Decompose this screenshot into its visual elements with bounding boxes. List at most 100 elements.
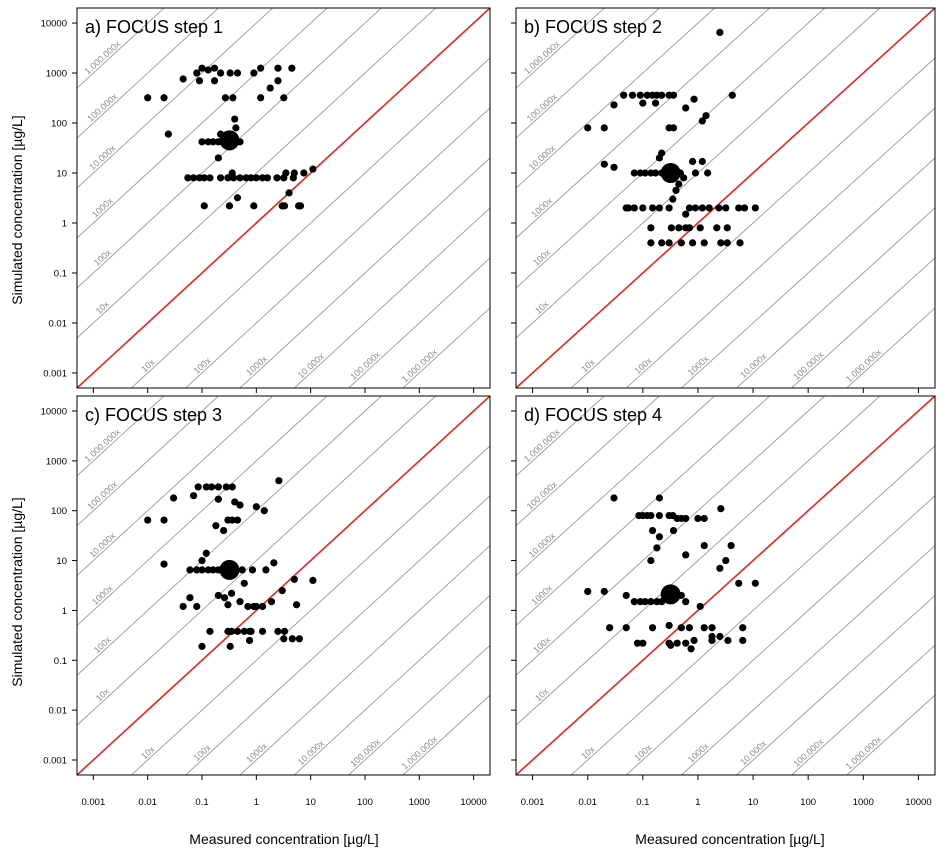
data-point <box>248 566 257 574</box>
one-to-one-line <box>77 8 490 388</box>
data-point <box>696 602 704 611</box>
panel-title: a) FOCUS step 1 <box>85 17 223 37</box>
data-point <box>309 576 317 585</box>
data-point <box>266 84 274 92</box>
reference-line-under-1000x <box>681 545 935 775</box>
data-point <box>667 641 675 649</box>
y-axis-label-bottom: Simulated concentration [µg/L] <box>9 497 25 686</box>
reference-line-under-10.000x <box>736 595 935 775</box>
data-point <box>620 91 628 99</box>
data-point <box>689 239 697 247</box>
reference-label-under-1.000.000x: 1.000.000x <box>400 734 440 772</box>
reference-label-under-10.000x: 10.000x <box>738 738 769 767</box>
reference-line-under-1000x <box>239 157 490 388</box>
data-point <box>658 239 666 247</box>
data-point <box>751 204 759 212</box>
reference-label-over-10.000x: 10.000x <box>527 530 558 559</box>
reference-line-over-100.000x <box>77 396 219 527</box>
data-point <box>708 624 716 632</box>
data-point <box>252 174 260 182</box>
panel-plot-area: 10x100x1000x10.000x100.000x1.000.000x10x… <box>77 396 490 775</box>
x-tick-label: 1 <box>695 797 700 808</box>
data-point <box>682 514 690 523</box>
data-point <box>270 559 278 567</box>
x-tick-label: 10 <box>305 797 316 808</box>
data-point <box>160 516 168 524</box>
data-point <box>698 204 706 212</box>
data-point <box>202 549 210 557</box>
data-point <box>144 516 152 524</box>
reference-label-under-100.000x: 100.000x <box>791 736 826 769</box>
data-point <box>233 627 242 635</box>
reference-label-under-1.000.000x: 1.000.000x <box>844 734 884 772</box>
data-point <box>170 494 178 502</box>
data-point <box>260 507 268 515</box>
data-point <box>288 64 296 72</box>
data-point <box>209 566 217 574</box>
data-point <box>200 202 208 210</box>
data-point <box>655 494 664 502</box>
data-point <box>231 115 239 123</box>
data-point <box>624 204 633 212</box>
data-point <box>682 639 690 647</box>
data-point <box>206 627 214 635</box>
data-point <box>610 101 618 109</box>
data-point <box>690 95 698 103</box>
panel-plot-area: 10x100x1000x10.000x100.000x1.000.000x10x… <box>516 8 935 388</box>
data-point <box>198 556 206 565</box>
y-tick-label: 0.01 <box>49 706 68 717</box>
reference-line-under-10.000x <box>294 207 490 388</box>
reference-line-under-1000x <box>239 545 490 775</box>
data-point <box>144 94 152 102</box>
data-point <box>227 589 236 597</box>
median-point <box>219 130 240 151</box>
reference-line-under-100.000x <box>791 257 935 388</box>
data-point <box>672 186 680 194</box>
data-point <box>713 224 721 232</box>
data-point <box>655 204 664 212</box>
reference-line-over-100x <box>516 396 826 676</box>
data-point <box>675 224 683 232</box>
data-point <box>647 598 655 606</box>
data-point <box>739 624 747 632</box>
data-point <box>278 586 286 595</box>
data-point <box>250 69 258 77</box>
reference-label-over-100.000x: 100.000x <box>85 479 119 512</box>
data-point <box>210 64 219 72</box>
data-point <box>687 645 695 653</box>
data-point <box>206 174 214 182</box>
data-point <box>245 636 254 645</box>
data-point <box>606 624 614 632</box>
data-point <box>258 627 267 635</box>
data-point <box>227 627 236 635</box>
data-point <box>700 239 708 247</box>
data-point <box>735 579 743 587</box>
data-point <box>715 204 723 212</box>
data-point <box>665 204 673 212</box>
data-point <box>723 239 731 247</box>
reference-line-over-1.000.000x <box>77 8 165 89</box>
reference-label-over-1000x: 1000x <box>529 195 554 219</box>
panel-frame <box>515 7 936 389</box>
data-point <box>226 642 234 650</box>
panel-2: 10x100x1000x10.000x100.000x1.000.000x10x… <box>511 7 936 393</box>
data-point <box>288 635 296 643</box>
x-tick-label: 100 <box>800 797 816 808</box>
panel-3: 10x100x1000x10.000x100.000x1.000.000x10x… <box>41 395 491 808</box>
reference-line-under-100x <box>185 107 490 388</box>
data-point <box>639 204 647 212</box>
data-point <box>675 180 683 188</box>
data-point <box>685 224 694 232</box>
data-point <box>290 575 298 583</box>
x-tick-label: 0.01 <box>578 797 597 808</box>
panel-title: b) FOCUS step 2 <box>524 17 662 37</box>
reference-label-under-10x: 10x <box>139 744 157 762</box>
data-point <box>651 169 660 177</box>
data-point <box>295 635 303 643</box>
data-point <box>584 587 592 596</box>
data-point <box>189 174 198 182</box>
reference-label-over-100.000x: 100.000x <box>85 91 119 124</box>
reference-line-over-10x <box>77 396 436 726</box>
data-point <box>280 635 288 643</box>
